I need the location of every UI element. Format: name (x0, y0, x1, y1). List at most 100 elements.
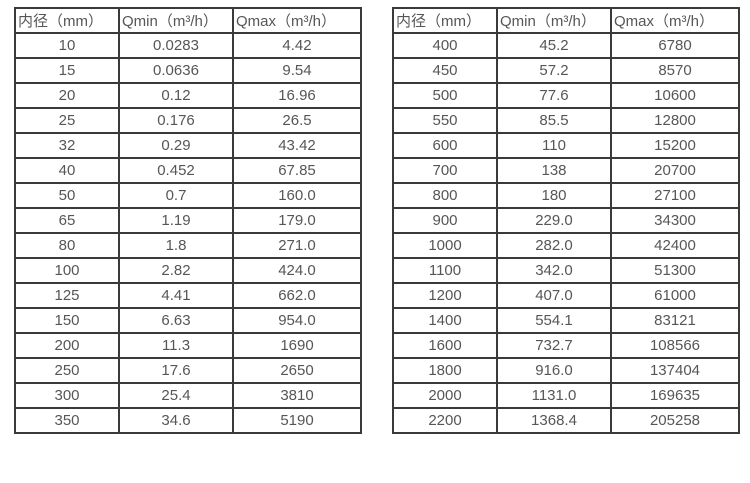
table-row: 80 1.8 271.0 (14, 232, 362, 259)
table-cell: 424.0 (232, 257, 362, 284)
table-cell: 200 (14, 332, 120, 359)
table-cell: 0.12 (118, 82, 234, 109)
table-row: 50 0.7 160.0 (14, 182, 362, 209)
table-row: 1200 407.0 61000 (392, 282, 740, 309)
column-header: Qmin（m³/h） (118, 7, 234, 34)
table-cell: 2000 (392, 382, 498, 409)
column-header: 内径（mm） (14, 7, 120, 34)
table-row: 550 85.5 12800 (392, 107, 740, 134)
table-cell: 0.176 (118, 107, 234, 134)
table-row: 1400 554.1 83121 (392, 307, 740, 334)
table-cell: 8570 (610, 57, 740, 84)
table-cell: 51300 (610, 257, 740, 284)
table-cell: 800 (392, 182, 498, 209)
table-cell: 32 (14, 132, 120, 159)
table-cell: 2650 (232, 357, 362, 384)
table-cell: 6780 (610, 32, 740, 59)
table-cell: 407.0 (496, 282, 612, 309)
table-cell: 160.0 (232, 182, 362, 209)
table-cell: 65 (14, 207, 120, 234)
table-body: 400 45.2 6780 450 57.2 8570 500 77.6 10600 550 85.… (392, 32, 740, 434)
table-cell: 1400 (392, 307, 498, 334)
table-cell: 4.41 (118, 282, 234, 309)
table-cell: 100 (14, 257, 120, 284)
table-cell: 500 (392, 82, 498, 109)
table-cell: 77.6 (496, 82, 612, 109)
table-cell: 342.0 (496, 257, 612, 284)
table-cell: 50 (14, 182, 120, 209)
table-row: 100 2.82 424.0 (14, 257, 362, 284)
table-cell: 900 (392, 207, 498, 234)
table-cell: 169635 (610, 382, 740, 409)
flow-rate-table-large-diameters: 内径（mm） Qmin（m³/h） Qmax（m³/h） 400 45.2 6780 45… (392, 7, 740, 434)
table-cell: 6.63 (118, 307, 234, 334)
table-row: 150 6.63 954.0 (14, 307, 362, 334)
header-row: 内径（mm） Qmin（m³/h） Qmax（m³/h） (14, 7, 362, 34)
table-row: 250 17.6 2650 (14, 357, 362, 384)
table-cell: 1368.4 (496, 407, 612, 434)
table-row: 20 0.12 16.96 (14, 82, 362, 109)
table-cell: 11.3 (118, 332, 234, 359)
table-cell: 26.5 (232, 107, 362, 134)
table-row: 2200 1368.4 205258 (392, 407, 740, 434)
table-cell: 137404 (610, 357, 740, 384)
table-cell: 2200 (392, 407, 498, 434)
table-cell: 12800 (610, 107, 740, 134)
table-cell: 1690 (232, 332, 362, 359)
flow-rate-tables-container: 内径（mm） Qmin（m³/h） Qmax（m³/h） 10 0.0283 4.42 1… (14, 7, 740, 434)
table-row: 40 0.452 67.85 (14, 157, 362, 184)
table-cell: 0.29 (118, 132, 234, 159)
table-cell: 16.96 (232, 82, 362, 109)
table-cell: 4.42 (232, 32, 362, 59)
table-cell: 1100 (392, 257, 498, 284)
column-header: Qmax（m³/h） (232, 7, 362, 34)
table-row: 2000 1131.0 169635 (392, 382, 740, 409)
table-row: 900 229.0 34300 (392, 207, 740, 234)
table-cell: 250 (14, 357, 120, 384)
table-cell: 700 (392, 157, 498, 184)
table-cell: 180 (496, 182, 612, 209)
table-cell: 732.7 (496, 332, 612, 359)
table-row: 800 180 27100 (392, 182, 740, 209)
column-header: Qmin（m³/h） (496, 7, 612, 34)
table-row: 1000 282.0 42400 (392, 232, 740, 259)
table-cell: 15200 (610, 132, 740, 159)
column-header: 内径（mm） (392, 7, 498, 34)
table-cell: 179.0 (232, 207, 362, 234)
table-row: 1100 342.0 51300 (392, 257, 740, 284)
table-row: 400 45.2 6780 (392, 32, 740, 59)
table-header: 内径（mm） Qmin（m³/h） Qmax（m³/h） (392, 7, 740, 34)
flow-rate-table-small-diameters: 内径（mm） Qmin（m³/h） Qmax（m³/h） 10 0.0283 4.42 1… (14, 7, 362, 434)
table-cell: 108566 (610, 332, 740, 359)
table-cell: 1600 (392, 332, 498, 359)
table-cell: 662.0 (232, 282, 362, 309)
header-row: 内径（mm） Qmin（m³/h） Qmax（m³/h） (392, 7, 740, 34)
table-cell: 271.0 (232, 232, 362, 259)
table-cell: 400 (392, 32, 498, 59)
table-cell: 20 (14, 82, 120, 109)
table-cell: 25.4 (118, 382, 234, 409)
table-cell: 0.7 (118, 182, 234, 209)
table-cell: 85.5 (496, 107, 612, 134)
table-cell: 3810 (232, 382, 362, 409)
table-cell: 205258 (610, 407, 740, 434)
table-row: 500 77.6 10600 (392, 82, 740, 109)
table-cell: 20700 (610, 157, 740, 184)
table-cell: 17.6 (118, 357, 234, 384)
table-cell: 27100 (610, 182, 740, 209)
column-header: Qmax（m³/h） (610, 7, 740, 34)
table-cell: 45.2 (496, 32, 612, 59)
table-cell: 1200 (392, 282, 498, 309)
table-cell: 42400 (610, 232, 740, 259)
table-cell: 229.0 (496, 207, 612, 234)
table-cell: 150 (14, 307, 120, 334)
table-row: 300 25.4 3810 (14, 382, 362, 409)
table-cell: 10 (14, 32, 120, 59)
table-row: 65 1.19 179.0 (14, 207, 362, 234)
table-cell: 25 (14, 107, 120, 134)
table-cell: 1131.0 (496, 382, 612, 409)
table-cell: 1.19 (118, 207, 234, 234)
table-cell: 550 (392, 107, 498, 134)
table-cell: 450 (392, 57, 498, 84)
table-cell: 15 (14, 57, 120, 84)
